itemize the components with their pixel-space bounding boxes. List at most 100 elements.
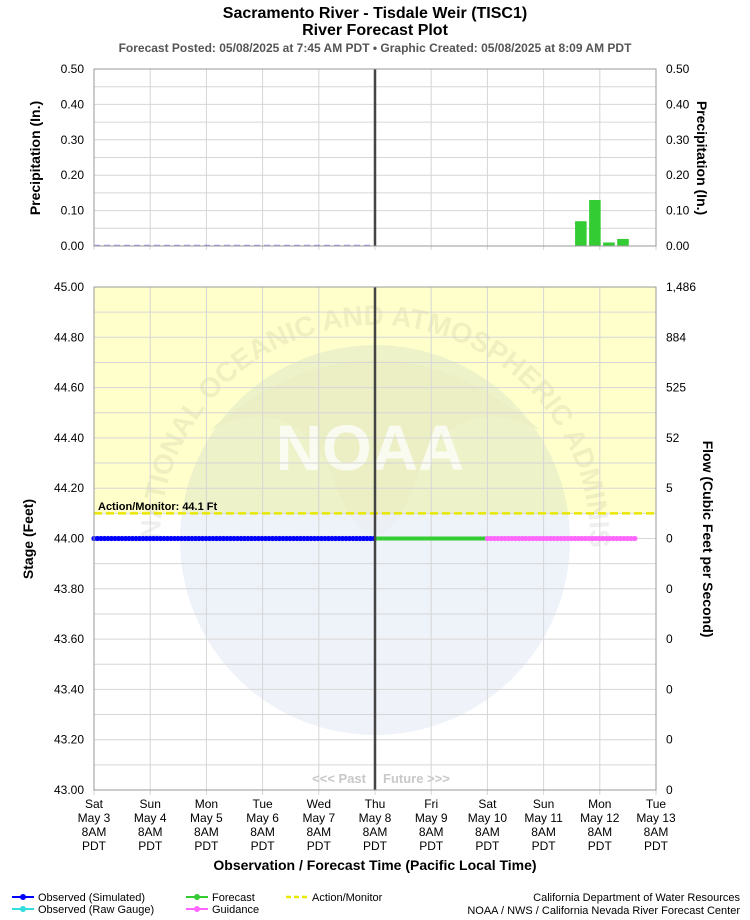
x-tick-time: 8AM — [194, 825, 219, 839]
flow-ytick-right: 884 — [666, 330, 686, 344]
x-tick-date: May 5 — [190, 811, 223, 825]
legend-label: Action/Monitor — [312, 892, 383, 904]
x-tick-date: May 4 — [134, 811, 167, 825]
precipitation-plot-frame — [93, 68, 657, 247]
x-tick-time: 8AM — [250, 825, 275, 839]
x-tick-tz: PDT — [644, 839, 669, 853]
stage-ytick-left: 45.00 — [54, 280, 84, 294]
stage-ytick-left: 43.60 — [54, 632, 84, 646]
legend-label: Observed (Simulated) — [38, 892, 145, 904]
stage-ytick-left: 44.60 — [54, 381, 84, 395]
x-tick-day: Mon — [588, 797, 611, 811]
legend: Observed (Simulated)Observed (Raw Gauge)… — [12, 892, 383, 916]
precip-ytick-right: 0.40 — [666, 97, 690, 111]
x-tick-tz: PDT — [194, 839, 219, 853]
precip-ytick-left: 0.10 — [61, 204, 85, 218]
x-tick-day: Sun — [533, 797, 554, 811]
x-tick-date: May 10 — [468, 811, 508, 825]
precipitation-right-axis-title: Precipitation (In.) — [694, 101, 710, 215]
x-tick-day: Sun — [140, 797, 161, 811]
x-tick-date: May 11 — [524, 811, 563, 825]
stage-ytick-left: 43.80 — [54, 582, 84, 596]
x-tick-day: Wed — [307, 797, 331, 811]
x-tick-tz: PDT — [475, 839, 500, 853]
credit-cnrfc: NOAA / NWS / California Nevada River For… — [467, 905, 740, 917]
x-tick-tz: PDT — [251, 839, 276, 853]
precip-bar — [575, 221, 587, 246]
precip-ytick-left: 0.00 — [61, 239, 85, 253]
x-tick-date: May 7 — [302, 811, 335, 825]
x-tick-day: Sat — [478, 797, 497, 811]
stage-panel: NOAA NATIONAL OCEANIC AND ATMOSPHERIC AD… — [0, 0, 716, 797]
precip-ytick-right: 0.30 — [666, 133, 690, 147]
precip-ytick-left: 0.20 — [61, 168, 85, 182]
noaa-watermark-text: NOAA — [276, 412, 464, 484]
future-label: Future >>> — [383, 771, 450, 786]
x-tick-day: Mon — [195, 797, 218, 811]
x-tick-time: 8AM — [138, 825, 163, 839]
x-tick-date: May 12 — [580, 811, 620, 825]
x-tick-tz: PDT — [363, 839, 388, 853]
x-tick-date: May 3 — [78, 811, 111, 825]
stage-plot-frame — [93, 286, 657, 791]
x-tick-date: May 6 — [246, 811, 279, 825]
flow-ytick-right: 0 — [666, 682, 673, 696]
precip-ytick-right: 0.20 — [666, 168, 690, 182]
x-tick-time: 8AM — [363, 825, 388, 839]
x-tick-time: 8AM — [475, 825, 500, 839]
x-tick-time: 8AM — [587, 825, 612, 839]
legend-swatch-dot — [20, 894, 26, 900]
precip-ytick-right: 0.50 — [666, 62, 690, 76]
series-point — [631, 535, 638, 542]
precipitation-y-axis-title: Precipitation (In.) — [27, 101, 43, 215]
credit-dwr: California Department of Water Resources — [533, 892, 740, 904]
stage-ytick-left: 44.20 — [54, 481, 84, 495]
flow-ytick-right: 0 — [666, 532, 673, 546]
x-tick-date: May 9 — [415, 811, 448, 825]
x-tick-date: May 8 — [359, 811, 392, 825]
x-tick-time: 8AM — [644, 825, 669, 839]
precip-ytick-right: 0.00 — [666, 239, 690, 253]
x-tick-tz: PDT — [82, 839, 107, 853]
flow-ytick-right: 525 — [666, 381, 686, 395]
legend-label: Guidance — [212, 904, 259, 916]
precipitation-panel: 0.00 0.00 0.10 0.10 0.20 0.20 0.30 0.30 0.40 0.40… — [27, 62, 710, 253]
x-axis-title: Observation / Forecast Time (Pacific Loc… — [213, 857, 536, 873]
x-tick-time: 8AM — [82, 825, 107, 839]
flow-ytick-right: 0 — [666, 733, 673, 747]
legend-swatch-dot — [194, 906, 200, 912]
stage-ytick-left: 44.40 — [54, 431, 84, 445]
x-tick-day: Fri — [424, 797, 438, 811]
x-tick-tz: PDT — [588, 839, 613, 853]
precip-bar — [589, 199, 601, 246]
x-tick-time: 8AM — [419, 825, 444, 839]
stage-ytick-left: 43.20 — [54, 733, 84, 747]
x-tick-tz: PDT — [138, 839, 163, 853]
x-tick-day: Tue — [252, 797, 273, 811]
precip-ytick-left: 0.40 — [61, 97, 85, 111]
chart-subtitle-plot: River Forecast Plot — [302, 22, 449, 39]
legend-label: Observed (Raw Gauge) — [38, 904, 154, 916]
precip-bar — [617, 238, 629, 246]
precip-bar — [603, 242, 615, 246]
x-tick-time: 8AM — [306, 825, 331, 839]
legend-swatch-dot — [194, 894, 200, 900]
flow-ytick-right: 1,486 — [666, 280, 696, 294]
x-tick-date: May 13 — [636, 811, 676, 825]
past-label: <<< Past — [312, 771, 367, 786]
stage-ytick-left: 43.00 — [54, 783, 84, 797]
flow-right-axis-title: Flow (Cubic Feet per Second) — [700, 441, 716, 638]
precip-ytick-right: 0.10 — [666, 204, 690, 218]
stage-y-axis-title: Stage (Feet) — [20, 499, 36, 579]
flow-ytick-right: 0 — [666, 783, 673, 797]
stage-ytick-left: 44.00 — [54, 532, 84, 546]
stage-ytick-left: 44.80 — [54, 330, 84, 344]
chart-title: Sacramento River - Tisdale Weir (TISC1) — [223, 5, 527, 22]
flow-ytick-right: 5 — [666, 481, 673, 495]
legend-swatch-dot — [20, 906, 26, 912]
action-monitor-label: Action/Monitor: 44.1 Ft — [98, 501, 218, 513]
flow-ytick-right: 0 — [666, 582, 673, 596]
flow-ytick-right: 0 — [666, 632, 673, 646]
